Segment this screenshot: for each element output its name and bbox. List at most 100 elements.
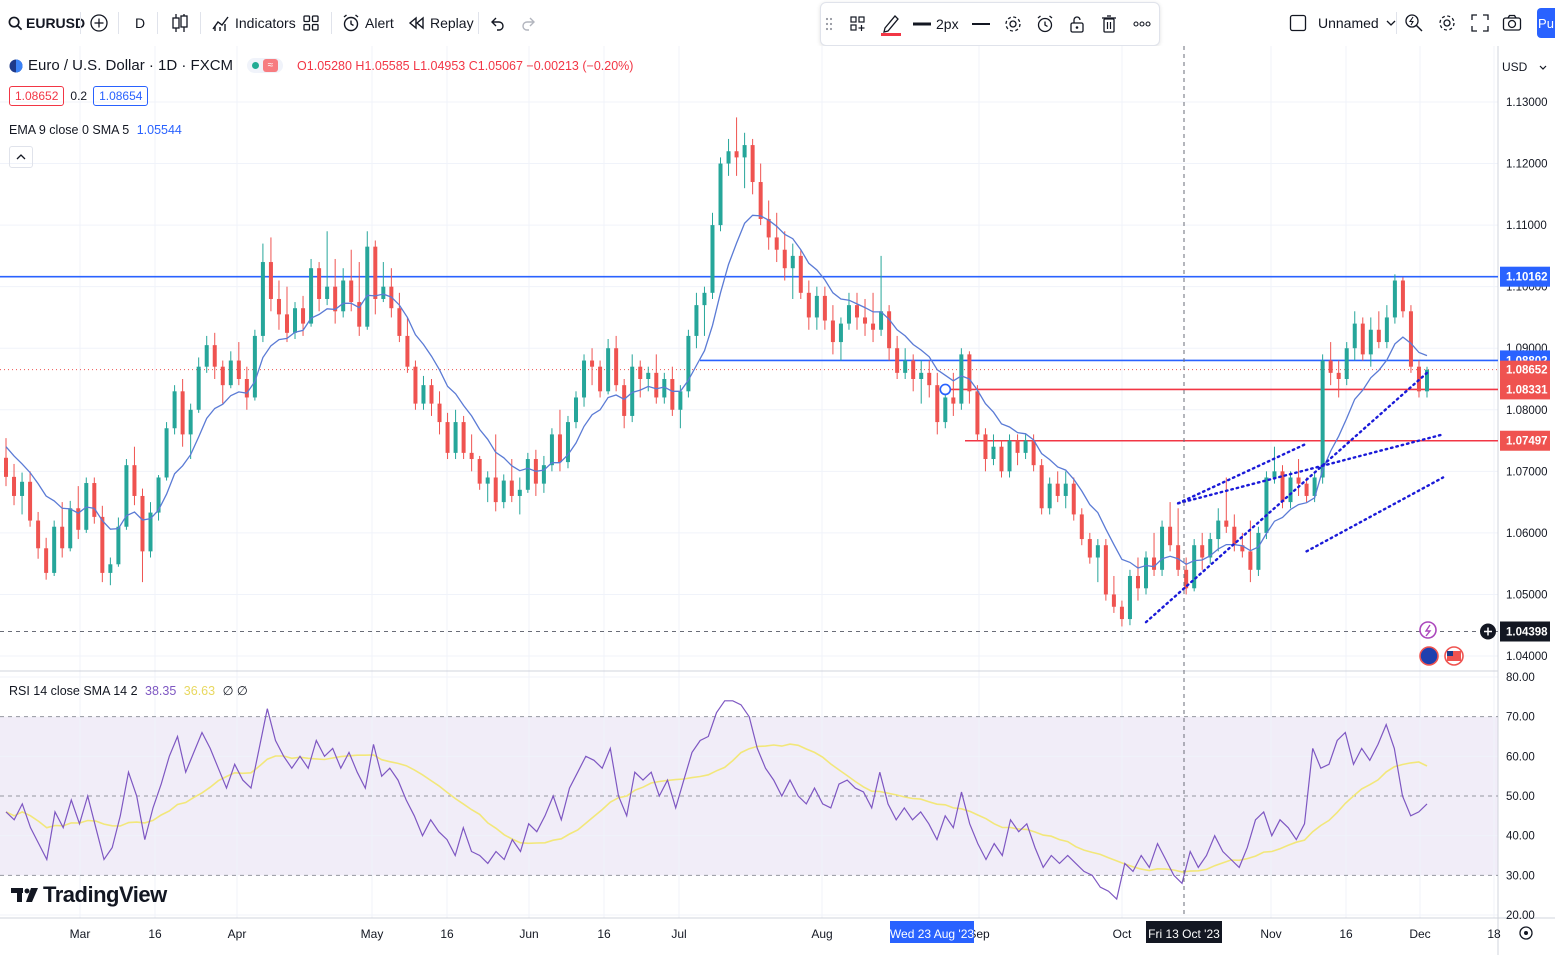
symbol-search[interactable]: EURUSD [8, 0, 85, 46]
candle-body [493, 477, 498, 503]
candle-body [501, 480, 506, 503]
candle-body [614, 348, 619, 386]
time-tick-label: Jul [671, 927, 686, 941]
undo-button[interactable] [489, 0, 505, 46]
trend-channel[interactable] [939, 371, 1445, 624]
replay-icon [408, 16, 424, 30]
candle-body [822, 295, 827, 321]
sell-price[interactable]: 1.08652 [9, 86, 65, 106]
candle-body [790, 255, 795, 269]
candle-body [1015, 440, 1020, 453]
candle-body [1304, 483, 1309, 496]
candle-body [453, 422, 458, 453]
more-button[interactable] [1133, 3, 1151, 45]
lightning-event-icon [1419, 621, 1437, 639]
data-warning-icon: ≈ [263, 59, 279, 72]
rsi-tick-label: 40.00 [1506, 831, 1535, 843]
object-tree-button[interactable] [849, 3, 867, 45]
candle-body [806, 292, 811, 318]
currency-selector[interactable]: USD [1502, 56, 1548, 78]
chart-canvas[interactable]: 1.130001.120001.110001.100001.090001.080… [0, 46, 1555, 955]
chart-background [0, 46, 1555, 955]
lock-button[interactable] [1069, 3, 1085, 45]
market-status[interactable]: ≈ [247, 58, 284, 73]
candle-body [557, 434, 562, 463]
redo-button[interactable] [521, 0, 537, 46]
symbol-legend[interactable]: Euro / U.S. Dollar · 1D · FXCM ≈ O1.0528… [9, 57, 633, 74]
candle-body [268, 262, 273, 299]
candle-body [365, 246, 370, 327]
candle-body [838, 323, 843, 343]
candle-body [156, 477, 161, 513]
line-style-icon [972, 23, 990, 25]
time-tick-label: Apr [228, 927, 247, 941]
candle-body [1071, 483, 1076, 515]
candle-body [44, 548, 49, 573]
line-color-button[interactable] [879, 3, 903, 45]
event-markers[interactable] [1419, 621, 1464, 666]
interval-button[interactable]: D [135, 0, 145, 46]
rsi-legend[interactable]: RSI 14 close SMA 14 2 38.35 36.63 ∅ ∅ [9, 683, 248, 698]
drag-dots-icon [825, 17, 833, 31]
layout-button[interactable]: Unnamed [1289, 0, 1396, 46]
candle-body [180, 391, 185, 435]
indicators-button[interactable]: Indicators [211, 0, 296, 46]
templates-button[interactable] [302, 0, 320, 46]
candle-body [132, 465, 137, 496]
time-axis-settings-button[interactable] [1519, 926, 1533, 940]
publish-button[interactable]: Pu [1537, 8, 1555, 38]
candle-body [260, 262, 265, 336]
settings-button[interactable] [1003, 3, 1023, 45]
quick-search-button[interactable] [1404, 0, 1424, 46]
candle-body [1352, 323, 1357, 349]
horizontal-levels[interactable] [0, 275, 1498, 442]
ema-line [5, 214, 1428, 569]
collapse-legend-button[interactable] [9, 146, 33, 168]
delete-button[interactable] [1101, 3, 1117, 45]
candle-body [895, 348, 900, 373]
gear-icon [1519, 926, 1533, 940]
chart-type-button[interactable] [170, 0, 190, 46]
candle-body [1103, 545, 1108, 595]
candle-body [1208, 539, 1213, 558]
line-style-button[interactable] [972, 3, 990, 45]
drag-handle[interactable] [825, 3, 833, 45]
candle-body [1055, 483, 1060, 496]
candle-body [935, 385, 940, 423]
tradingview-wordmark: TradingView [43, 882, 167, 907]
candle-body [702, 292, 707, 306]
spread: 0.2 [70, 89, 88, 103]
candle-body [879, 311, 884, 330]
candle-body [1176, 545, 1181, 570]
candle-body [798, 255, 803, 293]
candle-body [1296, 477, 1301, 484]
buy-price[interactable]: 1.08654 [93, 86, 149, 106]
candle-body [638, 366, 643, 379]
chart-settings-button[interactable] [1437, 0, 1457, 46]
compare-button[interactable] [89, 0, 109, 46]
rsi-tick-label: 20.00 [1506, 910, 1535, 922]
candle-body [333, 286, 338, 312]
price-axis[interactable]: 1.130001.120001.110001.100001.090001.080… [1506, 97, 1548, 663]
alert-on-drawing-button[interactable] [1035, 3, 1055, 45]
alert-label: Alert [365, 15, 394, 31]
rsi-line [5, 700, 1428, 901]
ema-legend[interactable]: EMA 9 close 0 SMA 5 1.05544 [9, 123, 182, 137]
chevron-up-icon [16, 154, 26, 160]
eu-event-flag-icon [1419, 646, 1439, 666]
candle-body [1023, 440, 1028, 453]
time-axis[interactable]: Mar 16 Apr May 16 Jun 16 Jul Aug Sep Oct Nov 16 Dec 18… [70, 921, 1501, 943]
candle-body [381, 286, 386, 299]
candle-body [630, 366, 635, 416]
rsi-extra: ∅ ∅ [222, 684, 248, 698]
candle-body [116, 526, 121, 565]
fullscreen-button[interactable] [1471, 0, 1489, 46]
replay-button[interactable]: Replay [408, 0, 474, 46]
alert-button[interactable]: Alert [341, 0, 394, 46]
line-width-button[interactable]: 2px [913, 3, 959, 45]
date-label-bg [890, 921, 974, 943]
channel-upper-line [1176, 442, 1308, 505]
snapshot-button[interactable] [1502, 0, 1522, 46]
anchor-point [939, 383, 952, 396]
candle-body [670, 379, 675, 410]
